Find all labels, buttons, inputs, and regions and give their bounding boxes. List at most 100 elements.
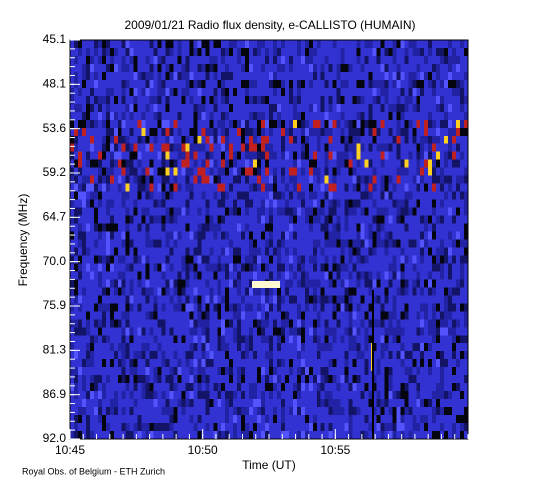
texture-cell	[225, 407, 230, 416]
texture-cell	[81, 295, 87, 304]
texture-cell	[85, 311, 91, 320]
texture-cell	[221, 271, 226, 280]
texture-cell	[320, 231, 326, 240]
texture-cell	[316, 79, 322, 89]
texture-cell	[209, 367, 214, 376]
texture-cell	[169, 111, 174, 121]
texture-cell	[312, 183, 318, 192]
texture-cell	[185, 167, 190, 176]
texture-cell	[340, 343, 345, 352]
texture-cell	[145, 391, 150, 400]
texture-cell	[272, 63, 278, 73]
texture-cell	[265, 215, 270, 224]
texture-cell	[432, 183, 437, 192]
texture-cell	[70, 367, 75, 376]
texture-cell	[101, 319, 107, 328]
texture-cell	[324, 207, 329, 216]
texture-cell	[428, 311, 433, 320]
texture-cell	[324, 247, 329, 256]
texture-cell	[133, 303, 138, 312]
texture-cell	[360, 79, 365, 89]
texture-cell	[89, 40, 95, 49]
texture-cell	[276, 71, 282, 81]
texture-cell	[249, 103, 254, 113]
texture-cell	[276, 383, 282, 392]
texture-cell	[233, 423, 238, 432]
texture-cell	[241, 167, 246, 176]
texture-cell	[249, 383, 254, 392]
texture-cell	[117, 135, 123, 145]
texture-cell	[404, 367, 409, 376]
texture-cell	[209, 183, 214, 192]
texture-cell	[456, 351, 461, 360]
texture-cell	[380, 79, 385, 89]
texture-cell	[237, 375, 242, 384]
texture-cell	[89, 383, 95, 392]
texture-cell	[233, 415, 238, 424]
texture-cell	[332, 127, 337, 137]
texture-cell	[261, 383, 266, 392]
texture-cell	[205, 119, 210, 129]
texture-cell	[125, 311, 130, 320]
texture-cell	[296, 47, 302, 57]
texture-cell	[201, 71, 206, 81]
texture-cell	[332, 199, 337, 208]
texture-cell	[237, 151, 242, 160]
texture-cell	[181, 359, 186, 368]
texture-cell	[221, 415, 226, 424]
texture-cell	[245, 327, 250, 336]
texture-cell	[261, 63, 266, 73]
texture-cell	[105, 191, 111, 200]
texture-cell	[165, 199, 170, 208]
texture-cell	[276, 143, 282, 153]
texture-cell	[205, 207, 210, 216]
texture-cell	[225, 279, 230, 288]
texture-cell	[424, 95, 429, 105]
texture-cell	[193, 359, 198, 368]
texture-cell	[304, 191, 310, 200]
texture-cell	[408, 335, 413, 344]
texture-cell	[452, 279, 457, 288]
texture-cell	[376, 191, 381, 200]
texture-cell	[73, 167, 79, 176]
texture-cell	[360, 295, 365, 304]
texture-cell	[364, 167, 369, 176]
texture-cell	[304, 175, 310, 184]
texture-cell	[280, 359, 286, 368]
texture-cell	[177, 191, 182, 200]
texture-cell	[364, 255, 369, 264]
texture-cell	[344, 207, 349, 216]
texture-cell	[456, 159, 461, 168]
texture-cell	[241, 55, 246, 65]
texture-cell	[428, 359, 433, 368]
texture-cell	[153, 103, 158, 113]
texture-cell	[368, 167, 373, 176]
texture-cell	[161, 151, 166, 160]
texture-cell	[137, 63, 142, 73]
texture-cell	[177, 40, 182, 49]
texture-cell	[364, 303, 369, 312]
texture-cell	[448, 279, 453, 288]
texture-cell	[388, 231, 393, 240]
texture-cell	[408, 111, 413, 121]
texture-cell	[201, 207, 206, 216]
texture-cell	[85, 135, 91, 145]
texture-cell	[404, 279, 409, 288]
texture-cell	[161, 319, 166, 328]
texture-cell	[165, 159, 170, 168]
texture-cell	[121, 199, 127, 208]
texture-cell	[205, 223, 210, 232]
texture-cell	[125, 375, 130, 384]
texture-cell	[376, 207, 381, 216]
texture-cell	[113, 103, 119, 113]
texture-cell	[396, 199, 401, 208]
texture-cell	[460, 343, 465, 352]
texture-cell	[221, 223, 226, 232]
texture-cell	[129, 63, 134, 73]
texture-cell	[312, 255, 318, 264]
texture-cell	[432, 191, 437, 200]
texture-cell	[117, 159, 123, 168]
texture-cell	[197, 79, 202, 89]
texture-cell	[173, 127, 178, 137]
texture-cell	[229, 143, 234, 153]
